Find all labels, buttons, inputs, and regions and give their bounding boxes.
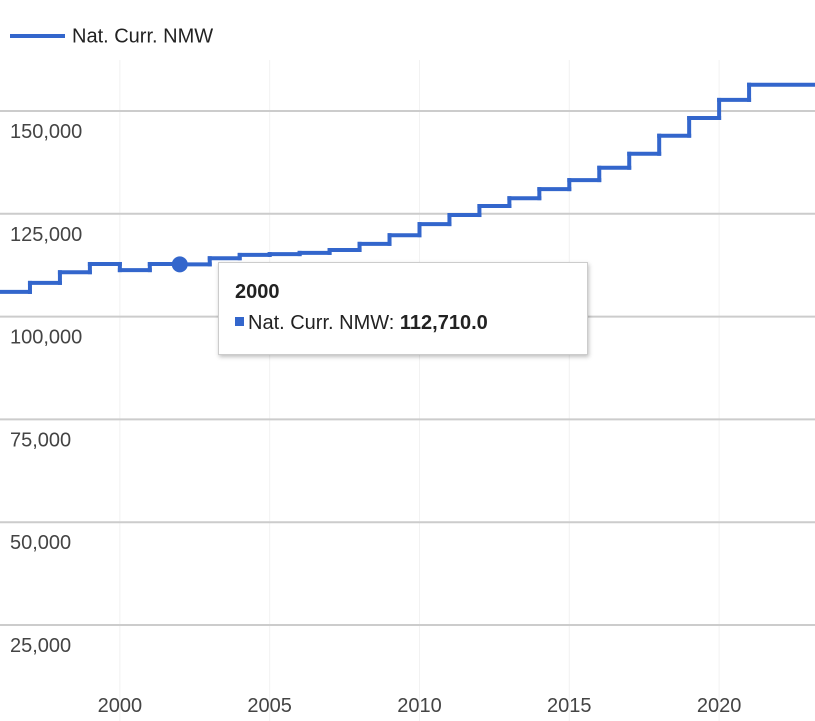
x-tick-label: 2000	[98, 695, 143, 717]
y-tick-label: 150,000	[10, 121, 82, 143]
tooltip: 2000 Nat. Curr. NMW: 112,710.0	[218, 262, 588, 355]
tooltip-value: 112,710.0	[399, 312, 488, 334]
y-tick-label: 125,000	[10, 224, 82, 246]
tooltip-bullet	[235, 317, 244, 326]
x-tick-label: 2020	[697, 695, 742, 717]
y-tick-label: 75,000	[10, 429, 71, 451]
tooltip-title: 2000	[235, 281, 280, 303]
hover-point	[171, 256, 188, 273]
y-tick-label: 50,000	[10, 532, 71, 554]
y-tick-label: 25,000	[10, 635, 71, 657]
x-tick-label: 2005	[247, 695, 292, 717]
x-tick-label: 2015	[547, 695, 592, 717]
x-tick-label: 2010	[397, 695, 442, 717]
tooltip-series: Nat. Curr. NMW:	[248, 312, 395, 334]
tooltip-row: Nat. Curr. NMW: 112,710.0	[235, 312, 587, 335]
y-tick-label: 100,000	[10, 327, 82, 349]
legend-label: Nat. Curr. NMW	[72, 25, 213, 47]
